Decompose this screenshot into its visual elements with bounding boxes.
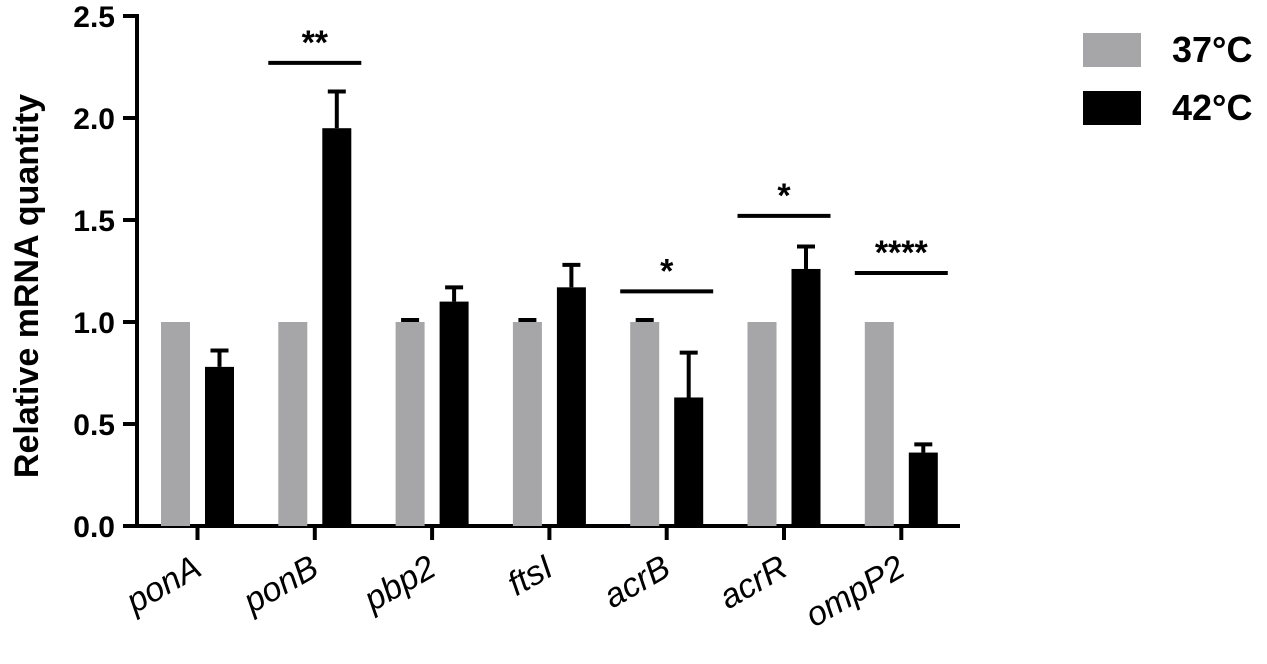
y-tick-label: 1.5 [73, 205, 115, 238]
category-label: ompP2 [799, 548, 911, 635]
y-tick-label: 1.0 [73, 307, 115, 340]
legend-swatch [1083, 33, 1141, 67]
category-label: acrR [713, 548, 794, 617]
category-label: ponA [119, 548, 208, 621]
bar [161, 322, 190, 526]
legend-label: 37°C [1172, 29, 1252, 70]
y-tick-label: 0.5 [73, 409, 115, 442]
bar [278, 322, 308, 526]
bar [747, 322, 777, 526]
bar [791, 268, 821, 526]
y-tick-label: 0.0 [73, 511, 115, 544]
category-label: ftsI [501, 548, 560, 604]
y-tick-label: 2.5 [73, 1, 115, 34]
legend: 37°C 42°C [1083, 29, 1252, 128]
y-axis-label: Relative mRNA quantity [8, 94, 46, 478]
legend-label: 42°C [1172, 87, 1252, 128]
significance-label: **** [875, 234, 929, 272]
category-label: ponB [236, 548, 325, 621]
significance-annotations: ******** [268, 24, 948, 294]
bar [630, 322, 660, 526]
legend-swatch [1083, 91, 1141, 125]
bar [322, 128, 352, 526]
bar [205, 366, 234, 526]
significance-label: * [660, 252, 674, 290]
bar [864, 322, 894, 526]
bars [161, 89, 938, 526]
category-label: pbp2 [357, 548, 442, 619]
bar [395, 322, 425, 526]
category-label: acrB [597, 548, 677, 616]
bar [439, 301, 469, 526]
bar [908, 452, 938, 526]
bar [512, 322, 542, 526]
bar [556, 287, 586, 526]
significance-label: ** [302, 24, 329, 62]
y-tick-label: 2.0 [73, 103, 115, 136]
significance-label: * [777, 177, 791, 215]
bar [674, 397, 704, 526]
